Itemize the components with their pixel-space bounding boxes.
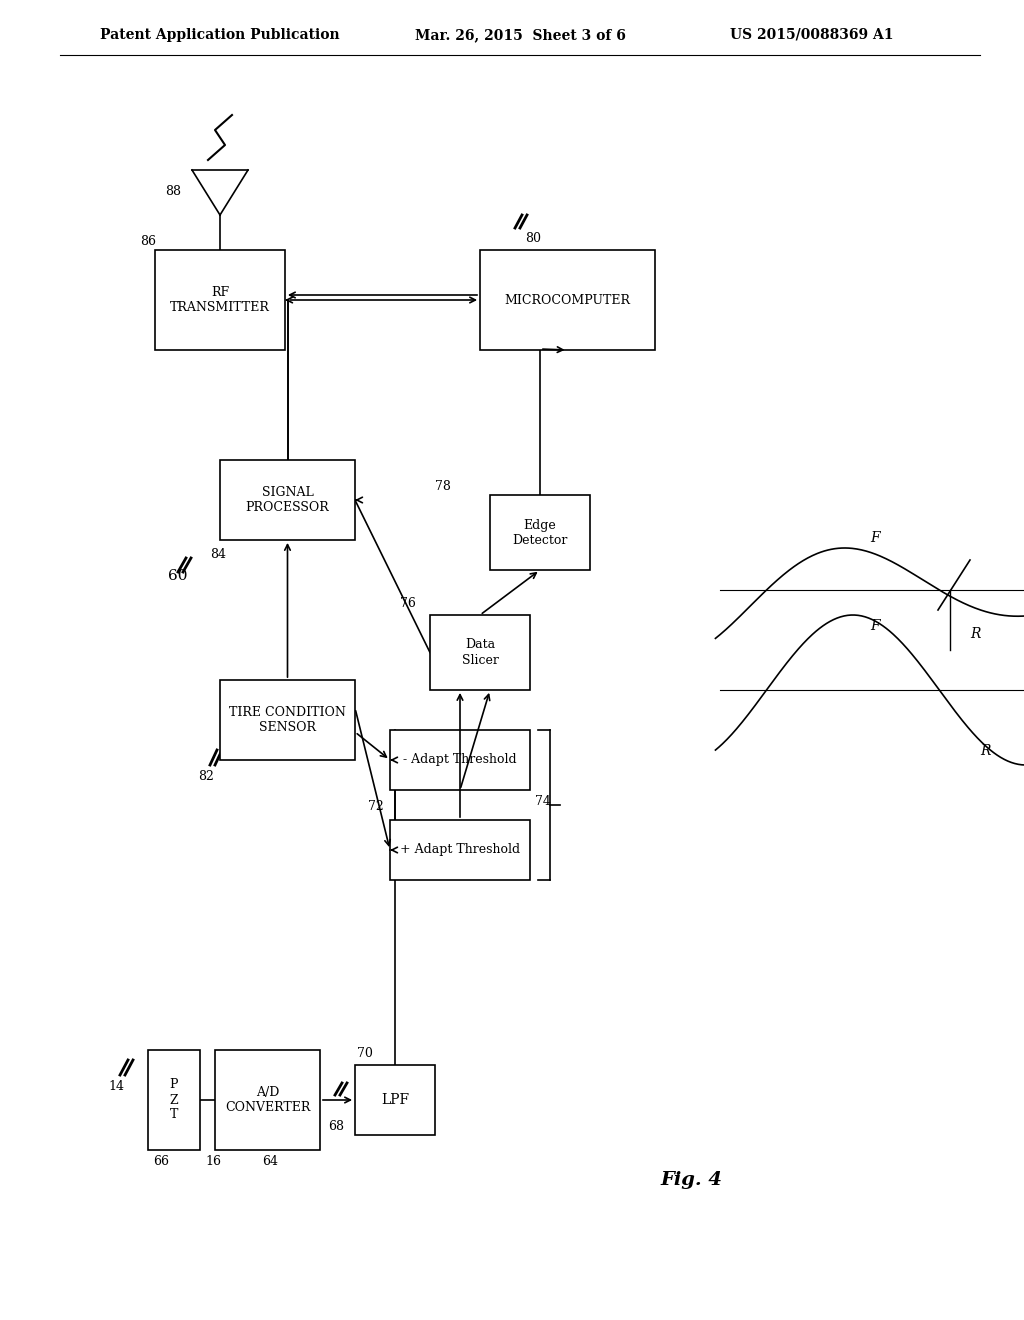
Text: 86: 86 [140,235,156,248]
Text: F: F [870,619,880,634]
Text: 16: 16 [205,1155,221,1168]
Text: P
Z
T: P Z T [170,1078,178,1122]
Text: TIRE CONDITION
SENSOR: TIRE CONDITION SENSOR [229,706,346,734]
Bar [220,459,355,540]
Text: F: F [870,531,880,545]
Text: 68: 68 [328,1119,344,1133]
Text: 70: 70 [357,1047,373,1060]
Text: 76: 76 [400,597,416,610]
Bar [155,249,285,350]
Text: Fig. 4: Fig. 4 [660,1171,722,1189]
Text: 84: 84 [210,548,226,561]
Text: Edge
Detector: Edge Detector [512,519,567,546]
Text: - Adapt Threshold: - Adapt Threshold [403,754,517,767]
Text: US 2015/0088369 A1: US 2015/0088369 A1 [730,28,894,42]
Text: + Adapt Threshold: + Adapt Threshold [400,843,520,857]
Text: 64: 64 [262,1155,279,1168]
Text: RF
TRANSMITTER: RF TRANSMITTER [170,286,270,314]
Text: 88: 88 [165,185,181,198]
Text: 82: 82 [198,770,214,783]
Bar [148,1049,200,1150]
Text: 72: 72 [368,800,384,813]
Text: Patent Application Publication: Patent Application Publication [100,28,340,42]
Text: A/D
CONVERTER: A/D CONVERTER [225,1086,310,1114]
Bar [480,249,655,350]
Text: 66: 66 [153,1155,169,1168]
Text: R: R [970,627,981,642]
Text: 78: 78 [435,480,451,492]
Bar [490,495,590,570]
Text: 74: 74 [535,795,551,808]
Text: SIGNAL
PROCESSOR: SIGNAL PROCESSOR [246,486,330,513]
Bar [220,680,355,760]
Text: Mar. 26, 2015  Sheet 3 of 6: Mar. 26, 2015 Sheet 3 of 6 [415,28,626,42]
Text: 14: 14 [108,1080,124,1093]
Text: LPF: LPF [381,1093,409,1107]
Bar [430,615,530,690]
Bar [215,1049,319,1150]
Text: 60: 60 [168,569,187,583]
Text: Data
Slicer: Data Slicer [462,639,499,667]
Text: 80: 80 [525,232,541,246]
Bar [355,1065,435,1135]
Bar [390,730,530,789]
Bar [390,820,530,880]
Text: MICROCOMPUTER: MICROCOMPUTER [505,293,631,306]
Text: R: R [980,744,990,758]
